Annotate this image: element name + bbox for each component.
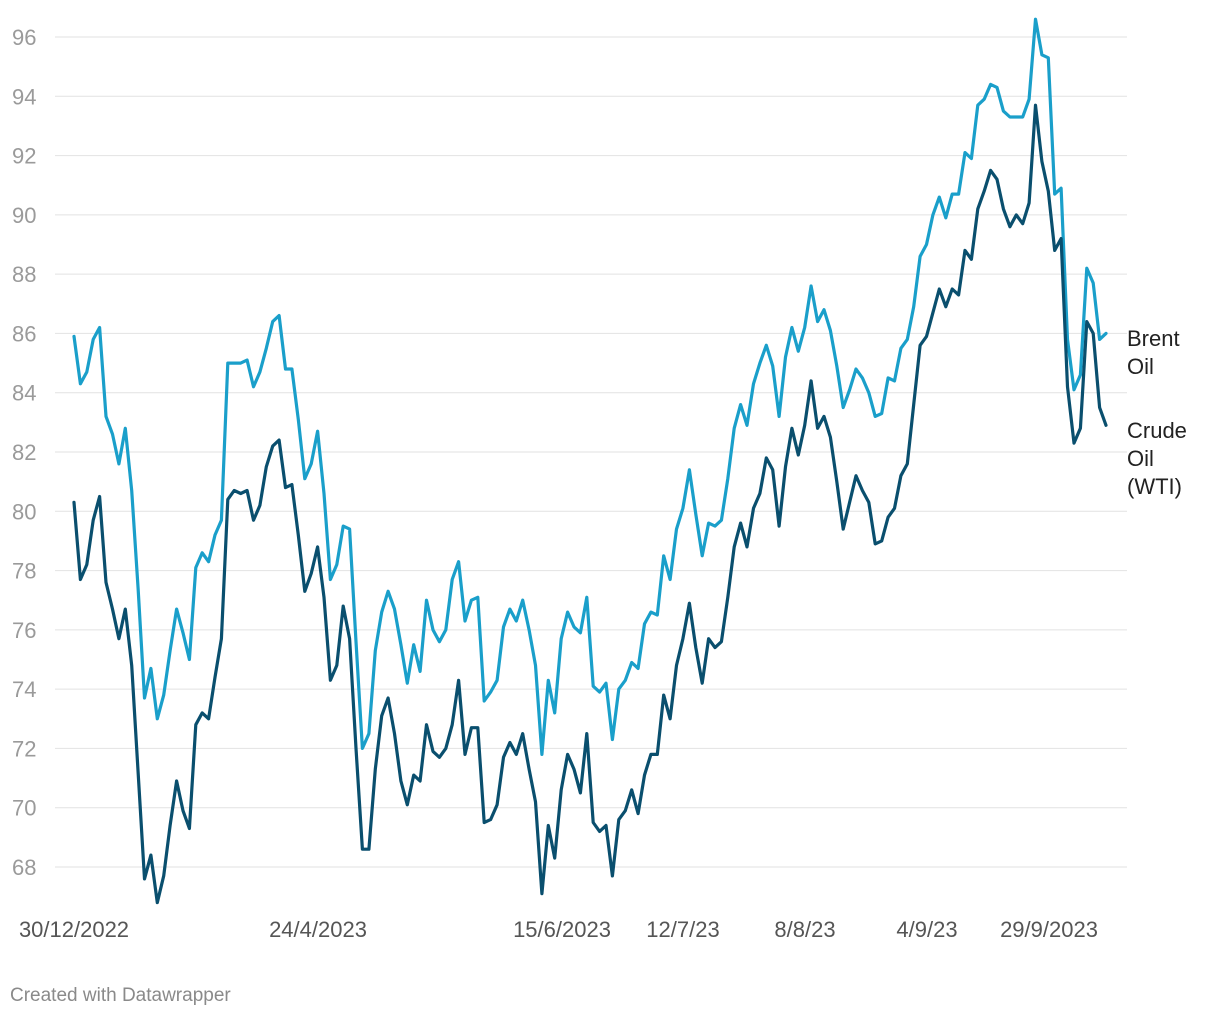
y-tick-label: 70 [12,796,36,821]
y-tick-label: 92 [12,144,36,169]
series-label-crude-oil-wti: Crude Oil (WTI) [1127,418,1187,499]
x-tick-label: 15/6/2023 [513,917,611,942]
y-tick-label: 88 [12,262,36,287]
y-tick-label: 80 [12,499,36,524]
y-tick-label: 74 [12,677,36,702]
series-direct-labels: Brent Oil Crude Oil (WTI) [1127,326,1187,499]
series-line-brent-oil [72,17,1108,757]
grid-lines [55,36,1127,868]
y-axis-tick-labels: 68 70 72 74 76 78 80 82 84 86 88 90 92 94 96 [12,25,36,880]
x-tick-label: 24/4/2023 [269,917,367,942]
y-tick-label: 94 [12,84,36,109]
y-tick-label: 96 [12,25,36,50]
x-tick-label: 30/12/2022 [19,917,129,942]
y-tick-label: 86 [12,321,36,346]
series-lines [72,17,1108,905]
series-line-crude-oil-wti [72,103,1108,905]
x-tick-label: 8/8/23 [774,917,835,942]
y-tick-label: 82 [12,440,36,465]
y-tick-label: 78 [12,559,36,584]
credit-text: Created with Datawrapper [10,985,231,1006]
x-tick-label: 4/9/23 [896,917,957,942]
x-tick-label: 29/9/2023 [1000,917,1098,942]
y-tick-label: 68 [12,855,36,880]
x-axis-tick-labels: 30/12/2022 24/4/2023 15/6/2023 12/7/23 8/8/2… [19,917,1098,942]
y-tick-label: 90 [12,203,36,228]
y-tick-label: 76 [12,618,36,643]
series-label-brent-oil: Brent Oil [1127,326,1180,379]
x-tick-label: 12/7/23 [646,917,719,942]
line-chart: 68 70 72 74 76 78 80 82 84 86 88 90 92 94 96 30/12/202… [12,17,1187,942]
y-tick-label: 72 [12,736,36,761]
y-tick-label: 84 [12,381,36,406]
